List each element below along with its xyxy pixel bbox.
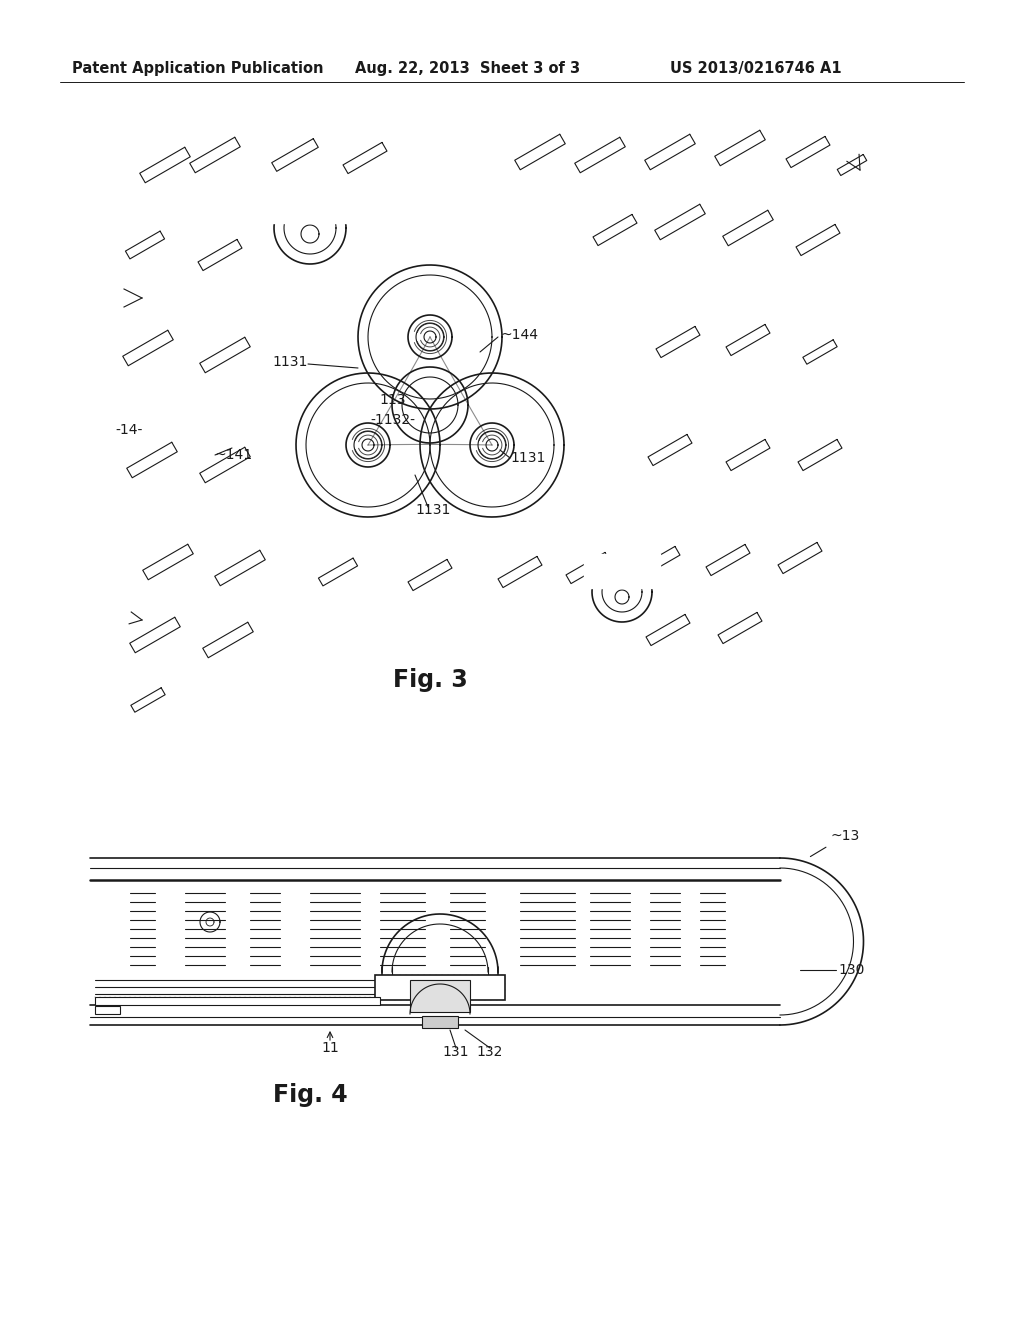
Bar	[410, 979, 470, 1012]
Text: 131: 131	[442, 1045, 469, 1059]
Text: 132: 132	[477, 1045, 503, 1059]
Bar	[422, 1016, 458, 1028]
Text: Patent Application Publication: Patent Application Publication	[72, 61, 324, 75]
Text: 113: 113	[380, 393, 407, 407]
Text: ~141: ~141	[215, 447, 253, 462]
Text: Aug. 22, 2013  Sheet 3 of 3: Aug. 22, 2013 Sheet 3 of 3	[355, 61, 581, 75]
Text: -14-: -14-	[115, 422, 142, 437]
Text: 1131: 1131	[272, 355, 307, 370]
Bar	[95, 1006, 120, 1014]
Text: -1132-: -1132-	[371, 413, 416, 426]
Bar	[95, 997, 380, 1005]
Text: 130: 130	[838, 964, 864, 977]
Text: US 2013/0216746 A1: US 2013/0216746 A1	[670, 61, 842, 75]
Text: ~13: ~13	[810, 829, 859, 857]
Text: Fig. 4: Fig. 4	[272, 1082, 347, 1107]
Bar	[375, 975, 505, 1001]
Text: 1131: 1131	[415, 503, 451, 517]
Text: ~144: ~144	[500, 327, 538, 342]
Text: 11: 11	[322, 1041, 339, 1055]
Text: Fig. 3: Fig. 3	[392, 668, 467, 692]
Text: 1131: 1131	[510, 451, 546, 465]
